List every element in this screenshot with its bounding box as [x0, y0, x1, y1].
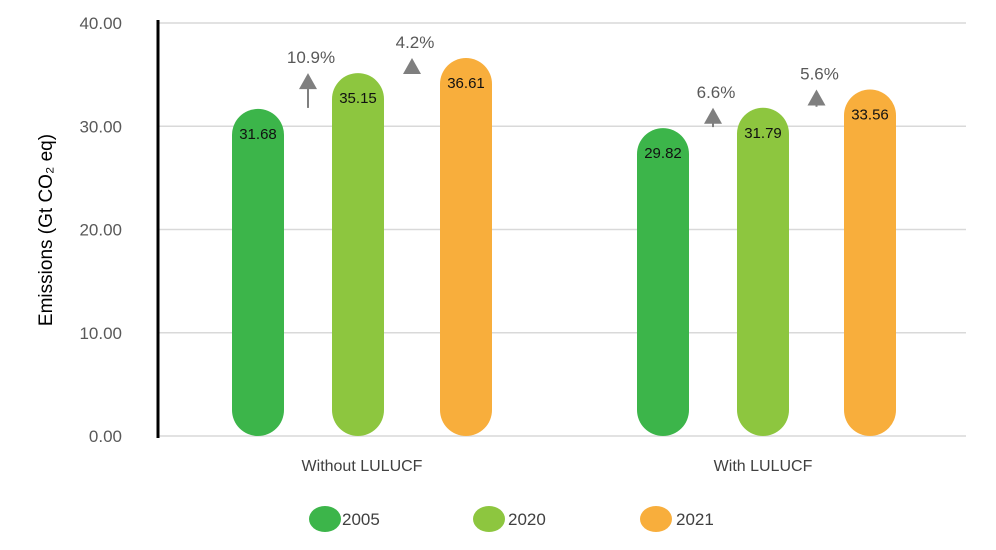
legend-label: 2020: [508, 510, 546, 529]
data-label: 29.82: [644, 145, 682, 162]
category-label: With LULUCF: [714, 458, 813, 475]
y-tick-label: 40.00: [79, 14, 122, 33]
data-label: 31.68: [239, 126, 277, 143]
y-tick-label: 0.00: [89, 427, 122, 446]
bar-2020: [737, 107, 789, 436]
percent-change-label: 5.6%: [800, 64, 839, 83]
percent-change-label: 10.9%: [287, 48, 335, 67]
data-label: 36.61: [447, 75, 485, 92]
bar-2005: [232, 108, 284, 437]
bar-2020: [332, 73, 384, 437]
y-axis-label: Emissions (Gt CO₂ eq): [36, 134, 57, 326]
data-label: 31.79: [744, 125, 782, 142]
bar-2005: [637, 128, 689, 436]
legend-swatch-2021: [640, 506, 672, 532]
legend-label: 2021: [676, 510, 714, 529]
legend-swatch-2005: [309, 506, 341, 532]
category-label: Without LULUCF: [302, 458, 423, 475]
up-arrow-icon: [704, 107, 722, 124]
up-arrow-icon: [299, 73, 317, 90]
y-tick-label: 10.00: [79, 324, 122, 343]
percent-change-label: 6.6%: [697, 83, 736, 102]
up-arrow-icon: [403, 58, 421, 75]
data-label: 35.15: [339, 90, 377, 107]
data-label: 33.56: [851, 106, 889, 123]
legend-swatch-2020: [473, 506, 505, 532]
legend-label: 2005: [342, 510, 380, 529]
y-tick-label: 20.00: [79, 221, 122, 240]
bar-2021: [440, 58, 492, 437]
up-arrow-icon: [807, 89, 826, 106]
percent-change-label: 4.2%: [396, 33, 435, 52]
y-tick-label: 30.00: [79, 117, 122, 136]
bar-2021: [844, 89, 896, 437]
